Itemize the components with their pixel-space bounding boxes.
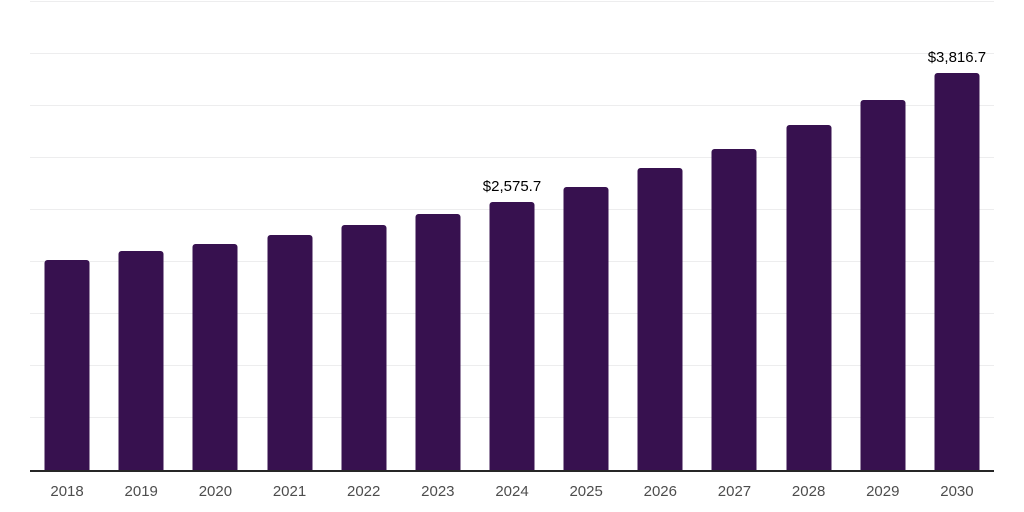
bar-slot — [252, 2, 326, 470]
x-tick-label-2030: 2030 — [940, 483, 974, 500]
x-tick-label-2026: 2026 — [643, 483, 677, 500]
x-tick-label-2029: 2029 — [866, 483, 900, 500]
x-tick-label-2023: 2023 — [421, 483, 455, 500]
x-tick-label-2019: 2019 — [124, 483, 158, 500]
bar-2023 — [415, 213, 461, 470]
x-tick-label-2024: 2024 — [495, 483, 529, 500]
gridline — [30, 53, 994, 54]
bar-2021 — [267, 234, 313, 470]
bar-2019 — [118, 251, 164, 470]
x-axis: 2018 2019 2020 2021 2022 2023 2024 2025 2026 2027… — [30, 483, 994, 505]
bar-slot — [327, 2, 401, 470]
bar-slot: $3,816.7 — [920, 2, 994, 470]
bar-slot — [104, 2, 178, 470]
gridline — [30, 1, 994, 2]
x-tick-label-2022: 2022 — [347, 483, 381, 500]
bar-2020 — [192, 243, 238, 470]
x-tick-label-2028: 2028 — [791, 483, 826, 500]
bar-slot: $2,575.7 — [475, 2, 549, 470]
x-tick-label-2018: 2018 — [50, 483, 84, 500]
bar-2029 — [860, 100, 906, 470]
bar-slot — [178, 2, 252, 470]
bar-2026 — [637, 167, 683, 470]
bar-value-label-2024: $2,575.7 — [482, 178, 542, 196]
bar-slot — [623, 2, 697, 470]
x-axis-line — [30, 470, 994, 472]
plot-area: $2,575.7 $3,816.7 — [30, 1, 994, 470]
bar-2024 — [489, 202, 535, 470]
x-tick-label-2020: 2020 — [198, 483, 233, 500]
bar-slot — [846, 2, 920, 470]
gridline — [30, 157, 994, 159]
bar-slot — [772, 2, 846, 470]
bar-value-label-2030: $3,816.7 — [927, 49, 987, 67]
bar-2025 — [563, 187, 609, 470]
bar-2028 — [786, 125, 832, 470]
bar-2022 — [341, 225, 387, 470]
x-tick-label-2025: 2025 — [569, 483, 603, 500]
x-tick-label-2021: 2021 — [272, 483, 307, 500]
bar-slot — [549, 2, 623, 470]
bar-slot — [401, 2, 475, 470]
bar-slot — [697, 2, 771, 470]
bar-2030 — [934, 73, 980, 470]
bar-2018 — [44, 259, 90, 470]
x-tick-label-2027: 2027 — [717, 483, 752, 500]
bar-2027 — [711, 148, 757, 470]
bar-slot — [30, 2, 104, 470]
gridline — [30, 105, 994, 106]
